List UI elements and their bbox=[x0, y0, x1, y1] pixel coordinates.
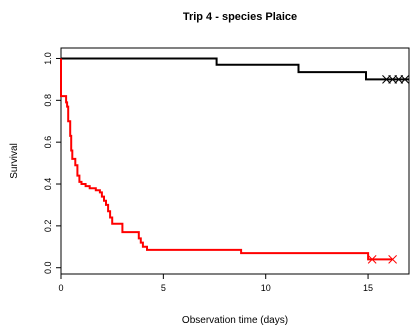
x-tick-label: 10 bbox=[261, 283, 271, 293]
y-tick-label: 0.2 bbox=[43, 220, 53, 233]
y-tick-label: 1.0 bbox=[43, 52, 53, 65]
censor-mark bbox=[367, 254, 377, 264]
plot-series bbox=[60, 57, 410, 264]
y-tick-label: 0.0 bbox=[43, 261, 53, 274]
y-tick-label: 0.4 bbox=[43, 178, 53, 191]
y-axis-label: Survival bbox=[9, 143, 20, 179]
censor-mark bbox=[394, 75, 404, 84]
y-tick-label: 0.6 bbox=[43, 136, 53, 149]
survival-curve-2 bbox=[60, 58, 393, 261]
x-axis: 0 5 10 15 bbox=[58, 274, 373, 293]
censor-mark bbox=[400, 75, 410, 84]
censor-mark bbox=[388, 75, 397, 84]
censor-mark bbox=[382, 75, 391, 84]
x-tick-label: 0 bbox=[58, 283, 63, 293]
y-axis: 0.0 0.2 0.4 0.6 0.8 1.0 bbox=[43, 52, 61, 274]
plot-frame bbox=[60, 47, 410, 275]
x-tick-label: 5 bbox=[161, 283, 166, 293]
x-axis-label: Observation time (days) bbox=[182, 315, 288, 326]
y-tick-label: 0.8 bbox=[43, 94, 53, 107]
censor-mark bbox=[388, 254, 397, 264]
x-tick-label: 15 bbox=[363, 283, 373, 293]
survival-curve-1 bbox=[61, 57, 409, 81]
chart-title: Trip 4 - species Plaice bbox=[183, 11, 297, 23]
